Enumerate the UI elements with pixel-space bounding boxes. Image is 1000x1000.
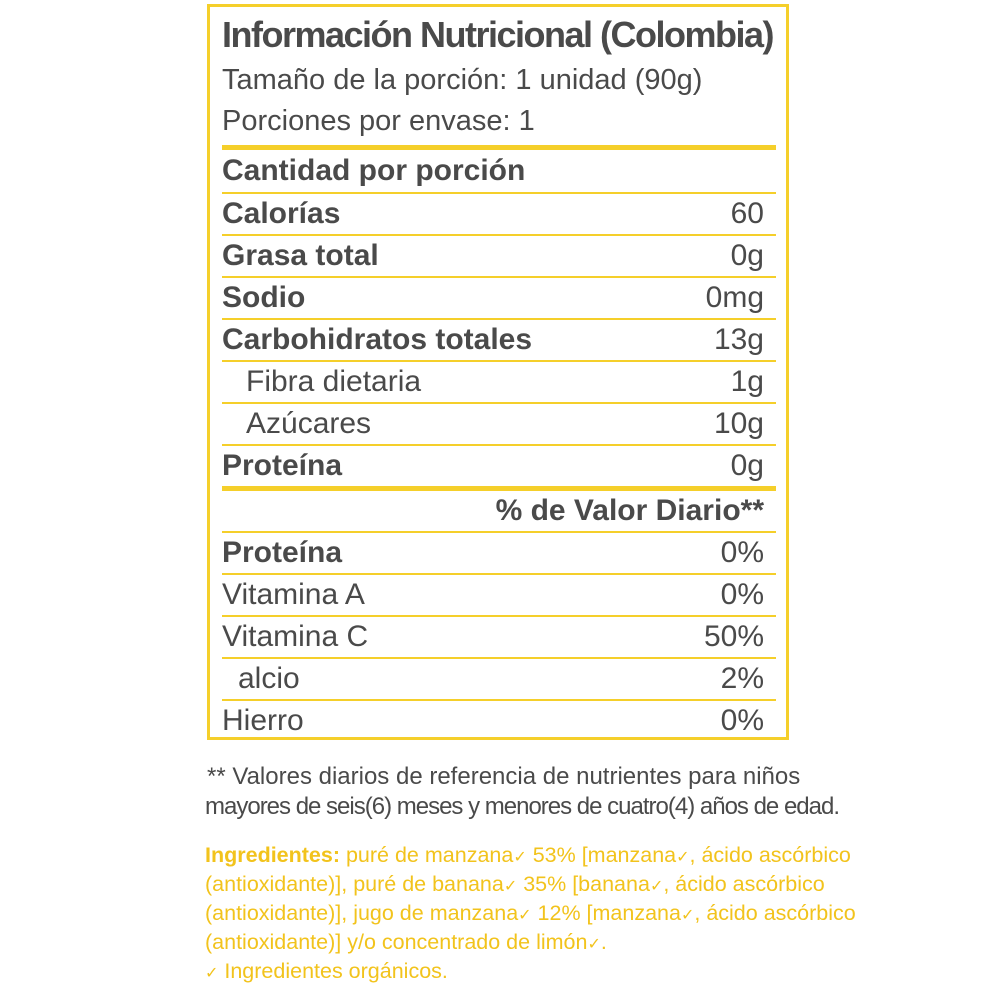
ingredients-line: (antioxidante)] y/o concentrado de limón… (205, 929, 805, 958)
nutrient-label: Carbohidratos totales (222, 323, 533, 356)
row-divider (222, 444, 776, 446)
daily-value-label: Vitamina C (222, 620, 369, 653)
amount-header-label: Cantidad por porción (222, 154, 526, 187)
organic-check-icon: ✓ (503, 878, 518, 895)
footnote-line: ** Valores diarios de referencia de nutr… (207, 763, 801, 790)
nutrient-value: 0g (730, 239, 764, 272)
organic-note: Ingredientes orgánicos. (218, 959, 448, 983)
nutrient-value: 0mg (705, 281, 764, 314)
daily-value-row: alcio 2% (222, 658, 764, 700)
daily-value-percent: 0% (720, 704, 764, 737)
organic-check-icon: ✓ (513, 849, 527, 866)
nutrient-label: Proteína (222, 449, 343, 482)
ingredients-line: ✓ Ingredientes orgánicos. (205, 958, 805, 987)
nutrient-value: 60 (730, 197, 764, 230)
row-divider (222, 234, 776, 236)
nutrient-row: Calorías 60 (222, 193, 764, 235)
organic-check-icon: ✓ (205, 965, 219, 982)
organic-check-icon: ✓ (587, 936, 601, 953)
footnote-line: mayores de seis(6) meses y menores de cu… (205, 793, 840, 820)
daily-value-row: Hierro 0% (222, 700, 764, 742)
row-divider (222, 657, 776, 659)
daily-value-footnote: ** Valores diarios de referencia de nutr… (205, 762, 840, 822)
daily-value-label: Vitamina A (222, 578, 365, 611)
daily-value-header: % de Valor Diario** (495, 494, 764, 527)
ingredient-text: , ácido ascórbico (694, 901, 856, 925)
nutrient-label: Sodio (222, 281, 306, 314)
ingredient-text: 12% [manzana (531, 901, 681, 925)
nutrient-value: 0g (730, 449, 764, 482)
nutrient-label: Calorías (222, 197, 341, 230)
nutrient-row: Carbohidratos totales 13g (222, 319, 764, 361)
ingredients-line: Ingredientes: puré de manzana✓ 53% [manz… (205, 842, 851, 871)
row-divider (222, 615, 776, 617)
thick-divider (222, 486, 776, 491)
daily-value-row: Proteína 0% (222, 532, 764, 574)
nutrient-label: Grasa total (222, 239, 379, 272)
ingredient-text: 35% [banana (517, 872, 650, 896)
row-divider (222, 531, 776, 533)
organic-check-icon: ✓ (676, 849, 690, 866)
ingredient-text: , ácido ascórbico (663, 872, 825, 896)
row-divider (222, 699, 776, 701)
thick-divider (222, 145, 776, 150)
daily-value-label: Proteína (222, 536, 343, 569)
daily-value-row: Vitamina C 50% (222, 616, 764, 658)
daily-value-label: alcio (238, 662, 300, 695)
daily-value-label: Hierro (222, 704, 304, 737)
daily-value-percent: 50% (703, 620, 764, 653)
daily-value-row: Vitamina A 0% (222, 574, 764, 616)
organic-check-icon: ✓ (649, 878, 664, 895)
nutrient-row: Fibra dietaria 1g (222, 361, 764, 403)
nutrient-label: Fibra dietaria (246, 365, 422, 398)
organic-check-icon: ✓ (518, 907, 532, 924)
nutrient-row: Azúcares 10g (222, 403, 764, 445)
panel-title: Información Nutricional (Colombia) (222, 14, 775, 55)
nutrient-label: Azúcares (246, 407, 372, 440)
row-divider (222, 276, 776, 278)
ingredients-line: (antioxidante)], puré de banana✓ 35% [ba… (205, 871, 825, 900)
ingredient-text: , ácido ascórbico (689, 843, 851, 867)
ingredients-label: Ingredientes: (205, 843, 340, 867)
ingredients-line: (antioxidante)], jugo de manzana✓ 12% [m… (205, 900, 856, 929)
daily-value-percent: 2% (720, 662, 764, 695)
nutrient-row: Sodio 0mg (222, 277, 764, 319)
daily-value-percent: 0% (720, 578, 764, 611)
nutrition-facts-panel (207, 4, 789, 740)
organic-check-icon: ✓ (680, 907, 695, 924)
row-divider (222, 192, 776, 194)
ingredients-block: Ingredientes: puré de manzana✓ 53% [manz… (205, 842, 856, 987)
row-divider (222, 573, 776, 575)
ingredient-text: (antioxidante)] y/o concentrado de limón (205, 930, 588, 954)
nutrient-value: 10g (713, 407, 764, 440)
row-divider (222, 402, 776, 404)
ingredient-text: . (600, 930, 607, 954)
nutrient-value: 13g (713, 323, 764, 356)
nutrient-value: 1g (730, 365, 764, 398)
ingredient-text: 53% [manzana (526, 843, 677, 867)
nutrient-row: Grasa total 0g (222, 235, 764, 277)
row-divider (222, 318, 776, 320)
serving-size: Tamaño de la porción: 1 unidad (90g) (222, 64, 703, 96)
ingredient-text: (antioxidante)], puré de banana (205, 872, 504, 896)
ingredient-text: (antioxidante)], jugo de manzana (205, 901, 519, 925)
nutrient-row: Proteína 0g (222, 445, 764, 487)
amount-per-serving-header: Cantidad por porción (222, 150, 764, 192)
daily-value-percent: 0% (720, 536, 764, 569)
row-divider (222, 360, 776, 362)
servings-per-container: Porciones por envase: 1 (222, 105, 535, 137)
ingredient-text: puré de manzana (340, 843, 514, 867)
